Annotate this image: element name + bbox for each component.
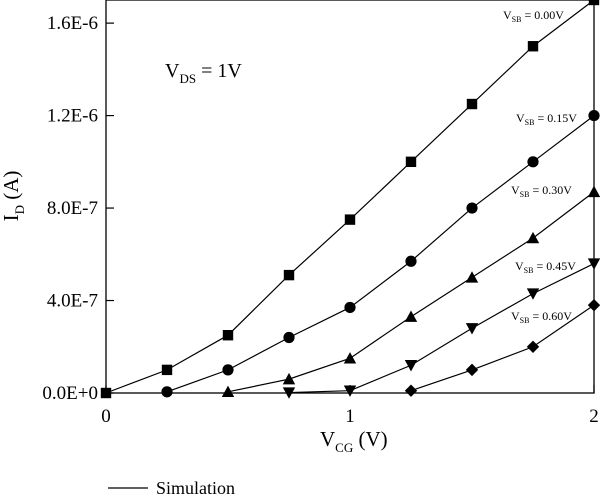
data-point-triangle-up	[404, 310, 418, 322]
data-point-circle	[466, 202, 478, 214]
series-label: VSB = 0.15V	[516, 111, 577, 127]
data-point-square	[466, 98, 478, 110]
series-label: VSB = 0.30V	[511, 183, 572, 199]
data-point-triangle-up	[343, 352, 357, 364]
data-point-circle	[161, 386, 173, 398]
axis-ticks: 0 1 2 0.0E+0 4.0E-7 8.0E-7 1.2E-6 1.6E-6	[42, 13, 598, 427]
y-tick-label: 1.2E-6	[47, 106, 98, 127]
data-point-circle	[344, 301, 356, 314]
series-label: VSB = 0.00V	[503, 8, 564, 24]
series-line	[410, 304, 595, 392]
data-point-circle	[588, 109, 600, 122]
data-point-square	[344, 214, 356, 225]
data-point-triangle-up	[526, 231, 540, 244]
data-point-triangle-up	[465, 271, 479, 283]
data-point-circle	[405, 255, 417, 267]
data-point-triangle-down	[343, 385, 357, 397]
data-point-square	[405, 156, 417, 168]
y-tick-label: 8.0E-7	[47, 198, 98, 219]
data-point-triangle-up	[587, 185, 600, 198]
data-point-diamond	[465, 363, 479, 377]
data-point-triangle-up	[282, 372, 296, 385]
x-tick-label: 2	[589, 406, 599, 427]
series-markers: VSB = 0.00V VSB = 0.15V VSB = 0.30V VSB = 0…	[100, 0, 600, 399]
data-point-diamond	[526, 340, 540, 353]
data-point-diamond	[587, 298, 600, 312]
data-point-square	[222, 330, 234, 341]
series-line	[288, 263, 595, 394]
y-tick-label: 4.0E-7	[47, 291, 98, 312]
data-point-circle	[283, 331, 295, 344]
x-tick-label: 1	[345, 406, 355, 427]
data-point-square	[100, 387, 112, 399]
data-point-circle	[527, 156, 539, 168]
series-line	[166, 115, 595, 393]
y-tick-label: 0.0E+0	[42, 383, 98, 404]
data-point-triangle-down	[404, 360, 418, 372]
data-point-triangle-down	[465, 323, 479, 335]
legend-simulation-label: Simulation	[156, 478, 235, 498]
data-point-triangle-down	[282, 387, 296, 399]
data-point-triangle-up	[221, 385, 235, 398]
x-tick-label: 0	[101, 406, 111, 427]
data-point-square	[527, 41, 539, 52]
series-label: VSB = 0.60V	[511, 309, 572, 325]
data-point-diamond	[404, 384, 418, 397]
series-label: VSB = 0.45V	[515, 259, 576, 275]
y-axis-title: ID (A)	[0, 171, 27, 222]
data-point-triangle-down	[587, 258, 600, 270]
data-point-square	[161, 364, 173, 376]
data-point-triangle-down	[526, 288, 540, 300]
x-axis-title: VCG (V)	[320, 427, 388, 455]
vds-annotation: VDS = 1V	[165, 60, 242, 86]
data-point-circle	[222, 364, 234, 376]
data-point-square	[588, 0, 600, 6]
data-point-square	[283, 269, 295, 281]
y-tick-label: 1.6E-6	[47, 13, 98, 34]
